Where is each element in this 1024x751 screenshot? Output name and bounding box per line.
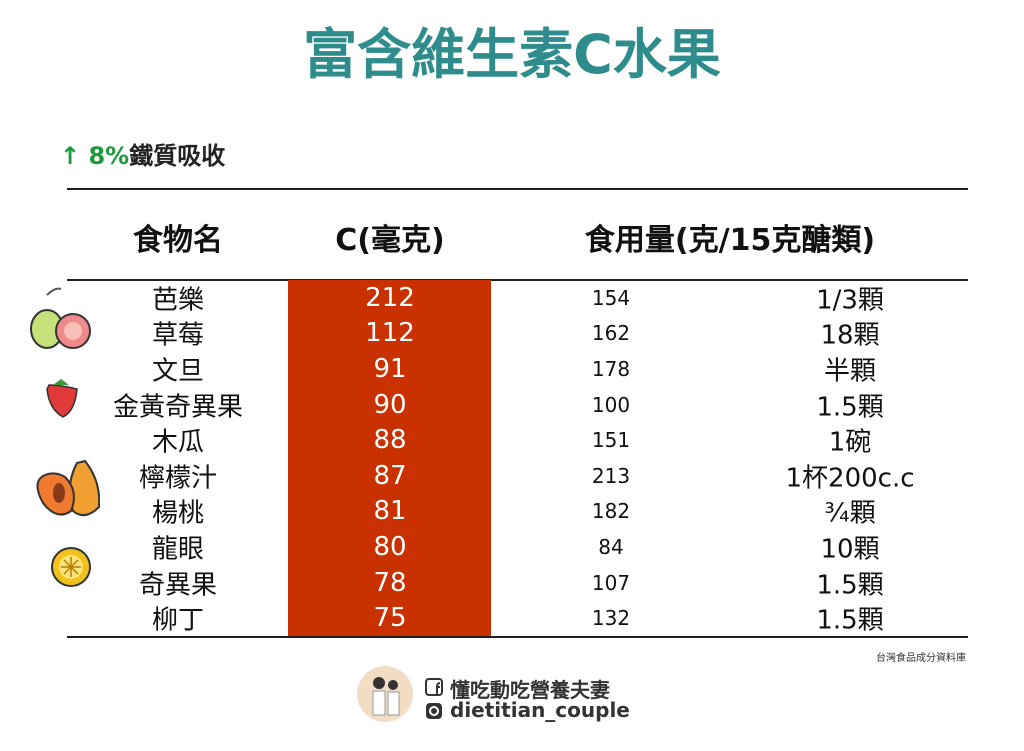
grams: 182 — [591, 499, 631, 524]
portion: ¾顆 — [824, 498, 876, 529]
food-name: 檸檬汁 — [138, 463, 218, 494]
avatar — [357, 666, 413, 722]
food-name: 金黃奇異果 — [112, 392, 244, 423]
note-text: 鐵質吸收 — [129, 142, 226, 170]
portion: 10顆 — [820, 534, 880, 565]
rule — [67, 188, 968, 190]
portion: 1/3顆 — [816, 285, 884, 316]
grams: 107 — [591, 570, 631, 595]
note-arrow: ↑ — [60, 142, 81, 170]
rule — [67, 636, 968, 638]
vitamin-c: 90 — [373, 389, 407, 420]
food-name: 木瓜 — [151, 427, 205, 458]
grams: 178 — [591, 357, 631, 381]
vitamin-c: 87 — [373, 460, 407, 491]
portion: 1杯200c.c — [785, 463, 915, 494]
handle: dietitian_couple — [450, 698, 630, 722]
brand: 懂吃動吃營養夫妻 — [450, 678, 610, 702]
grams: 132 — [591, 606, 631, 631]
food-name: 柳丁 — [151, 605, 205, 636]
vitamin-c: 75 — [373, 603, 407, 634]
vitamin-c: 88 — [373, 425, 407, 456]
header: 食用量(克/15克醣類) — [584, 223, 876, 258]
portion: 1.5顆 — [816, 570, 884, 601]
grams: 213 — [591, 463, 631, 488]
food-name: 楊桃 — [151, 498, 205, 529]
portion: 1.5顆 — [816, 605, 884, 636]
source: 台灣食品成分資料庫 — [876, 653, 966, 664]
food-name: 草莓 — [151, 320, 205, 351]
vitamin-c: 81 — [373, 496, 407, 527]
guava-icon — [30, 287, 91, 349]
food-name: 奇異果 — [138, 570, 218, 601]
instagram-icon — [426, 703, 442, 719]
title: 富含維生素C水果 — [303, 23, 721, 86]
grams: 100 — [591, 392, 631, 417]
vitamin-c: 91 — [373, 354, 407, 384]
portion: 1.5顆 — [816, 392, 884, 423]
food-name: 龍眼 — [151, 534, 205, 565]
papaya-icon — [36, 459, 100, 517]
portion: 18顆 — [820, 320, 880, 351]
vitamin-c: 80 — [373, 532, 407, 562]
grams: 84 — [598, 535, 624, 559]
header: 食物名 — [133, 223, 223, 258]
note-highlight: 8% — [88, 142, 130, 170]
vitamin-c: 112 — [365, 318, 415, 349]
starfruit-icon — [51, 547, 91, 587]
highlight-column — [288, 280, 491, 636]
grams: 151 — [591, 428, 631, 453]
grams: 162 — [591, 321, 631, 346]
food-name: 文旦 — [151, 356, 205, 387]
vitamin-c: 78 — [373, 567, 407, 598]
grams: 154 — [591, 285, 631, 310]
strawberry-icon — [46, 379, 78, 418]
rule — [67, 279, 968, 281]
note: ↑ 8%鐵質吸收 — [60, 136, 225, 171]
header: C(毫克) — [335, 223, 445, 258]
portion: 1碗 — [828, 427, 872, 458]
fruit-icons — [30, 287, 100, 587]
food-name: 芭樂 — [151, 285, 205, 316]
portion: 半顆 — [823, 356, 877, 387]
vitamin-c: 212 — [365, 282, 415, 313]
facebook-icon — [425, 678, 443, 696]
